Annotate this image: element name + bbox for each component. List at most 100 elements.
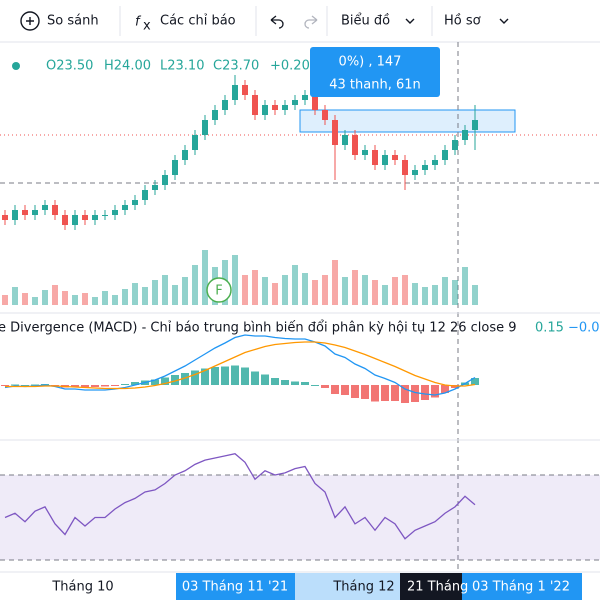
volume-bar	[302, 273, 308, 305]
tooltip-line: 43 thanh, 61n	[329, 78, 421, 93]
volume-bar	[72, 295, 78, 305]
macd-histogram-bar	[291, 381, 299, 385]
crosshair-time-bg	[400, 573, 462, 600]
candle-body	[142, 190, 148, 200]
volume-bar	[282, 275, 288, 305]
high-label: H24.00	[104, 59, 151, 74]
macd-histogram-bar	[311, 385, 319, 386]
volume-bar	[52, 285, 58, 305]
macd-histogram-bar	[231, 365, 239, 385]
time-label: 03 Tháng 1 '22	[472, 580, 570, 595]
candle-body	[232, 85, 238, 100]
volume-bar	[452, 280, 458, 305]
add-icon[interactable]	[20, 11, 40, 31]
volume-bar	[252, 270, 258, 305]
compare-button[interactable]: So sánh	[47, 14, 99, 29]
volume-bar	[102, 291, 108, 305]
volume-bar	[272, 283, 278, 305]
candle-body	[462, 130, 468, 140]
candle-body	[282, 105, 288, 110]
volume-bar	[12, 287, 18, 305]
candle-body	[472, 120, 478, 130]
candle-body	[182, 150, 188, 160]
profile-button[interactable]: Hồ sơ	[444, 14, 481, 29]
candle-body	[222, 100, 228, 110]
undo-button[interactable]	[270, 15, 284, 29]
macd-histogram-bar	[381, 385, 389, 401]
volume-bar	[382, 285, 388, 305]
candle-body	[372, 150, 378, 165]
rsi-band	[0, 475, 600, 560]
candle-body	[292, 100, 298, 105]
volume-bar	[462, 267, 468, 305]
candle-body	[62, 215, 68, 225]
macd-histogram-bar	[471, 378, 479, 385]
candle-body	[362, 150, 368, 155]
macd-histogram-bar	[121, 384, 129, 385]
macd-histogram-bar	[221, 366, 229, 385]
candle-body	[402, 160, 408, 175]
macd-histogram-bar	[421, 385, 429, 400]
candle-body	[442, 150, 448, 160]
candle-body	[252, 95, 258, 115]
volume-bar	[2, 295, 8, 305]
macd-histogram-bar	[31, 384, 39, 386]
add-icon-plus	[26, 17, 34, 25]
volume-bar	[422, 287, 428, 305]
event-marker[interactable]	[206, 277, 232, 303]
indicators-button[interactable]: Các chỉ báo	[160, 14, 236, 29]
event-marker-label: F	[215, 284, 222, 299]
time-label: 03 Tháng 11 '21	[182, 580, 288, 595]
macd-histogram-bar	[251, 371, 259, 385]
macd-histogram-bar	[21, 385, 29, 386]
volume-bar	[312, 280, 318, 305]
candle-body	[172, 160, 178, 175]
candle-body	[42, 205, 48, 210]
candle-body	[332, 120, 338, 145]
macd-histogram-bar	[201, 368, 209, 385]
volume-bar	[132, 283, 138, 305]
chevron	[499, 18, 509, 24]
macd-histogram-bar	[11, 384, 19, 386]
macd-histogram-bar	[171, 375, 179, 385]
candle-body	[162, 175, 168, 185]
candle-body	[102, 215, 108, 216]
macd-line	[4, 334, 476, 396]
signal-value: −0.0	[568, 321, 600, 336]
macd-histogram-bar	[351, 385, 359, 398]
macd-histogram-bar	[211, 367, 219, 385]
volume-bar	[142, 287, 148, 305]
macd-legend: e Divergence (MACD) - Chỉ báo trung bình…	[0, 321, 517, 336]
macd-histogram-bar	[151, 379, 159, 385]
signal-line	[5, 341, 476, 390]
chevron	[405, 18, 415, 24]
candle-body	[152, 185, 158, 190]
macd-histogram-bar	[371, 385, 379, 402]
open-label: O23.50	[46, 59, 93, 74]
candle-body	[92, 215, 98, 220]
volume-bar	[392, 277, 398, 305]
candle-body	[192, 135, 198, 150]
candle-body	[132, 200, 138, 205]
macd-histogram-bar	[101, 385, 109, 387]
macd-histogram-bar	[441, 385, 449, 393]
fx-icon-x: x	[143, 19, 151, 34]
candle-body	[452, 140, 458, 150]
chart-type-button[interactable]: Biểu đồ	[341, 14, 390, 29]
macd-histogram-bar	[411, 385, 419, 402]
volume-bar	[112, 295, 118, 305]
macd-histogram-bar	[191, 370, 199, 385]
macd-histogram-bar	[81, 385, 89, 388]
candle-body	[2, 215, 8, 220]
macd-histogram-bar	[161, 377, 169, 385]
volume-bar	[342, 277, 348, 305]
volume-bar	[202, 250, 208, 305]
macd-histogram-bar	[1, 385, 9, 386]
time-range-highlight	[295, 573, 400, 600]
volume-bar	[402, 275, 408, 305]
macd-histogram-bar	[321, 385, 329, 388]
redo-button[interactable]	[304, 15, 318, 29]
candle-body	[122, 205, 128, 210]
